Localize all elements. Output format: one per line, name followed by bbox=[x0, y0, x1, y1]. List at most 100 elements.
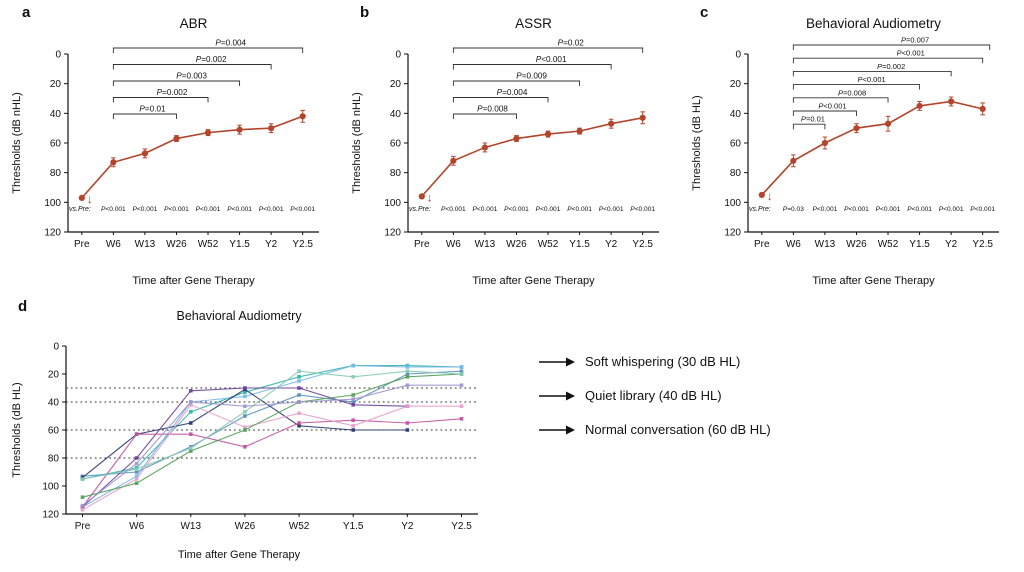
svg-text:W6: W6 bbox=[446, 239, 461, 250]
svg-text:100: 100 bbox=[724, 198, 741, 209]
svg-text:Y2.5: Y2.5 bbox=[292, 239, 313, 250]
sound-level-legend: Soft whispering (30 dB HL) Quiet library… bbox=[538, 354, 771, 437]
arrow-icon bbox=[539, 357, 575, 366]
legend-label: Soft whispering (30 dB HL) bbox=[585, 354, 741, 369]
svg-text:100: 100 bbox=[42, 482, 59, 493]
svg-text:60: 60 bbox=[48, 426, 60, 437]
svg-text:P=0.002: P=0.002 bbox=[157, 88, 188, 97]
svg-text:40: 40 bbox=[730, 109, 742, 120]
svg-text:P=0.008: P=0.008 bbox=[477, 105, 508, 114]
svg-text:Thresholds (dB nHL): Thresholds (dB nHL) bbox=[11, 92, 23, 194]
svg-text:P<0.001: P<0.001 bbox=[164, 206, 189, 213]
svg-text:20: 20 bbox=[50, 79, 62, 90]
svg-text:P<0.001: P<0.001 bbox=[101, 206, 126, 213]
svg-text:Time after Gene Therapy: Time after Gene Therapy bbox=[178, 549, 301, 561]
svg-text:P<0.001: P<0.001 bbox=[473, 206, 498, 213]
svg-text:P=0.003: P=0.003 bbox=[176, 72, 207, 81]
svg-text:20: 20 bbox=[730, 79, 742, 90]
svg-text:P<0.001: P<0.001 bbox=[813, 206, 838, 213]
svg-text:40: 40 bbox=[50, 109, 62, 120]
svg-text:120: 120 bbox=[44, 228, 61, 239]
svg-text:P<0.001: P<0.001 bbox=[259, 206, 284, 213]
svg-text:P<0.001: P<0.001 bbox=[133, 206, 158, 213]
assr-chart: ASSR 0 20 40 60 80 100 120 Pre W6 W13 W26 W52 Y1.5 Y2 Y… bbox=[351, 16, 659, 287]
svg-text:P<0.001: P<0.001 bbox=[907, 206, 932, 213]
svg-text:P<0.001: P<0.001 bbox=[970, 206, 995, 213]
svg-text:↓: ↓ bbox=[87, 192, 93, 206]
svg-text:60: 60 bbox=[390, 139, 402, 150]
behavioral-individual-chart: Behavioral Audiometry 0 20 40 60 80 100 120 Pre W… bbox=[11, 309, 478, 561]
svg-text:P=0.01: P=0.01 bbox=[139, 105, 166, 114]
panel-letter-c: c bbox=[700, 4, 709, 21]
svg-text:P<0.001: P<0.001 bbox=[844, 206, 869, 213]
svg-text:P<0.001: P<0.001 bbox=[536, 206, 561, 213]
svg-text:W13: W13 bbox=[475, 239, 496, 250]
svg-text:Y1.5: Y1.5 bbox=[343, 521, 364, 532]
svg-text:P<0.001: P<0.001 bbox=[599, 206, 624, 213]
svg-text:P=0.002: P=0.002 bbox=[196, 55, 227, 64]
svg-text:Y2.5: Y2.5 bbox=[451, 521, 472, 532]
svg-text:P<0.001: P<0.001 bbox=[567, 206, 592, 213]
svg-text:P<0.001: P<0.001 bbox=[897, 49, 925, 58]
svg-text:Y2: Y2 bbox=[945, 239, 958, 250]
svg-text:0: 0 bbox=[395, 50, 401, 61]
svg-text:W26: W26 bbox=[506, 239, 527, 250]
svg-text:120: 120 bbox=[42, 510, 59, 521]
svg-text:Y2.5: Y2.5 bbox=[972, 239, 993, 250]
svg-text:Thresholds (dB HL): Thresholds (dB HL) bbox=[691, 95, 703, 190]
svg-text:W26: W26 bbox=[846, 239, 867, 250]
svg-text:Pre: Pre bbox=[754, 239, 770, 250]
panel-letter-d: d bbox=[18, 298, 28, 315]
svg-text:Y1.5: Y1.5 bbox=[569, 239, 590, 250]
svg-text:W52: W52 bbox=[289, 521, 310, 532]
svg-text:Y2: Y2 bbox=[401, 521, 414, 532]
svg-text:80: 80 bbox=[390, 168, 402, 179]
svg-text:0: 0 bbox=[53, 342, 59, 353]
svg-text:P=0.002: P=0.002 bbox=[877, 62, 905, 71]
svg-text:40: 40 bbox=[390, 109, 402, 120]
svg-text:Y1.5: Y1.5 bbox=[229, 239, 250, 250]
svg-text:P<0.001: P<0.001 bbox=[504, 206, 529, 213]
svg-text:P<0.001: P<0.001 bbox=[876, 206, 901, 213]
svg-text:vs.Pre:: vs.Pre: bbox=[69, 206, 91, 213]
svg-text:100: 100 bbox=[384, 198, 401, 209]
svg-text:P=0.01: P=0.01 bbox=[801, 115, 825, 124]
svg-text:↓: ↓ bbox=[767, 189, 773, 203]
svg-text:Behavioral Audiometry: Behavioral Audiometry bbox=[806, 16, 941, 31]
svg-text:P<0.001: P<0.001 bbox=[290, 206, 315, 213]
svg-text:0: 0 bbox=[735, 50, 741, 61]
svg-text:Thresholds (dB HL): Thresholds (dB HL) bbox=[11, 382, 23, 477]
svg-text:0: 0 bbox=[55, 50, 61, 61]
svg-text:P<0.001: P<0.001 bbox=[858, 75, 886, 84]
svg-text:120: 120 bbox=[384, 228, 401, 239]
svg-text:Pre: Pre bbox=[75, 521, 91, 532]
legend-item-quiet-library: Quiet library (40 dB HL) bbox=[538, 388, 771, 403]
svg-text:W13: W13 bbox=[815, 239, 836, 250]
svg-text:P=0.02: P=0.02 bbox=[558, 39, 585, 48]
svg-text:80: 80 bbox=[730, 168, 742, 179]
svg-text:20: 20 bbox=[48, 370, 60, 381]
svg-text:Behavioral Audiometry: Behavioral Audiometry bbox=[177, 309, 303, 323]
svg-text:40: 40 bbox=[48, 398, 60, 409]
svg-text:Y2: Y2 bbox=[605, 239, 618, 250]
svg-text:ABR: ABR bbox=[180, 16, 208, 31]
svg-text:P=0.007: P=0.007 bbox=[901, 36, 929, 45]
svg-text:P<0.001: P<0.001 bbox=[939, 206, 964, 213]
panel-letter-b: b bbox=[360, 4, 370, 21]
svg-text:P<0.001: P<0.001 bbox=[196, 206, 221, 213]
svg-text:W52: W52 bbox=[878, 239, 899, 250]
panel-assr: b ASSR 0 20 40 60 80 100 120 Pre W6 W13 W26 W52 Y1.5 Y… bbox=[346, 2, 681, 294]
svg-text:Thresholds (dB nHL): Thresholds (dB nHL) bbox=[351, 92, 363, 194]
svg-text:P=0.004: P=0.004 bbox=[215, 39, 246, 48]
arrow-icon bbox=[539, 391, 575, 400]
panel-abr: a ABR 0 20 40 60 80 100 120 Pre W6 W13 W26 W52 Y1.5 Y2… bbox=[6, 2, 341, 294]
svg-text:ASSR: ASSR bbox=[515, 16, 552, 31]
svg-text:Y2: Y2 bbox=[265, 239, 278, 250]
svg-text:P<0.001: P<0.001 bbox=[441, 206, 466, 213]
svg-text:P<0.001: P<0.001 bbox=[227, 206, 252, 213]
legend-label: Quiet library (40 dB HL) bbox=[585, 388, 722, 403]
svg-text:W26: W26 bbox=[166, 239, 187, 250]
svg-text:60: 60 bbox=[50, 139, 62, 150]
svg-text:100: 100 bbox=[44, 198, 61, 209]
svg-text:P<0.001: P<0.001 bbox=[818, 102, 846, 111]
